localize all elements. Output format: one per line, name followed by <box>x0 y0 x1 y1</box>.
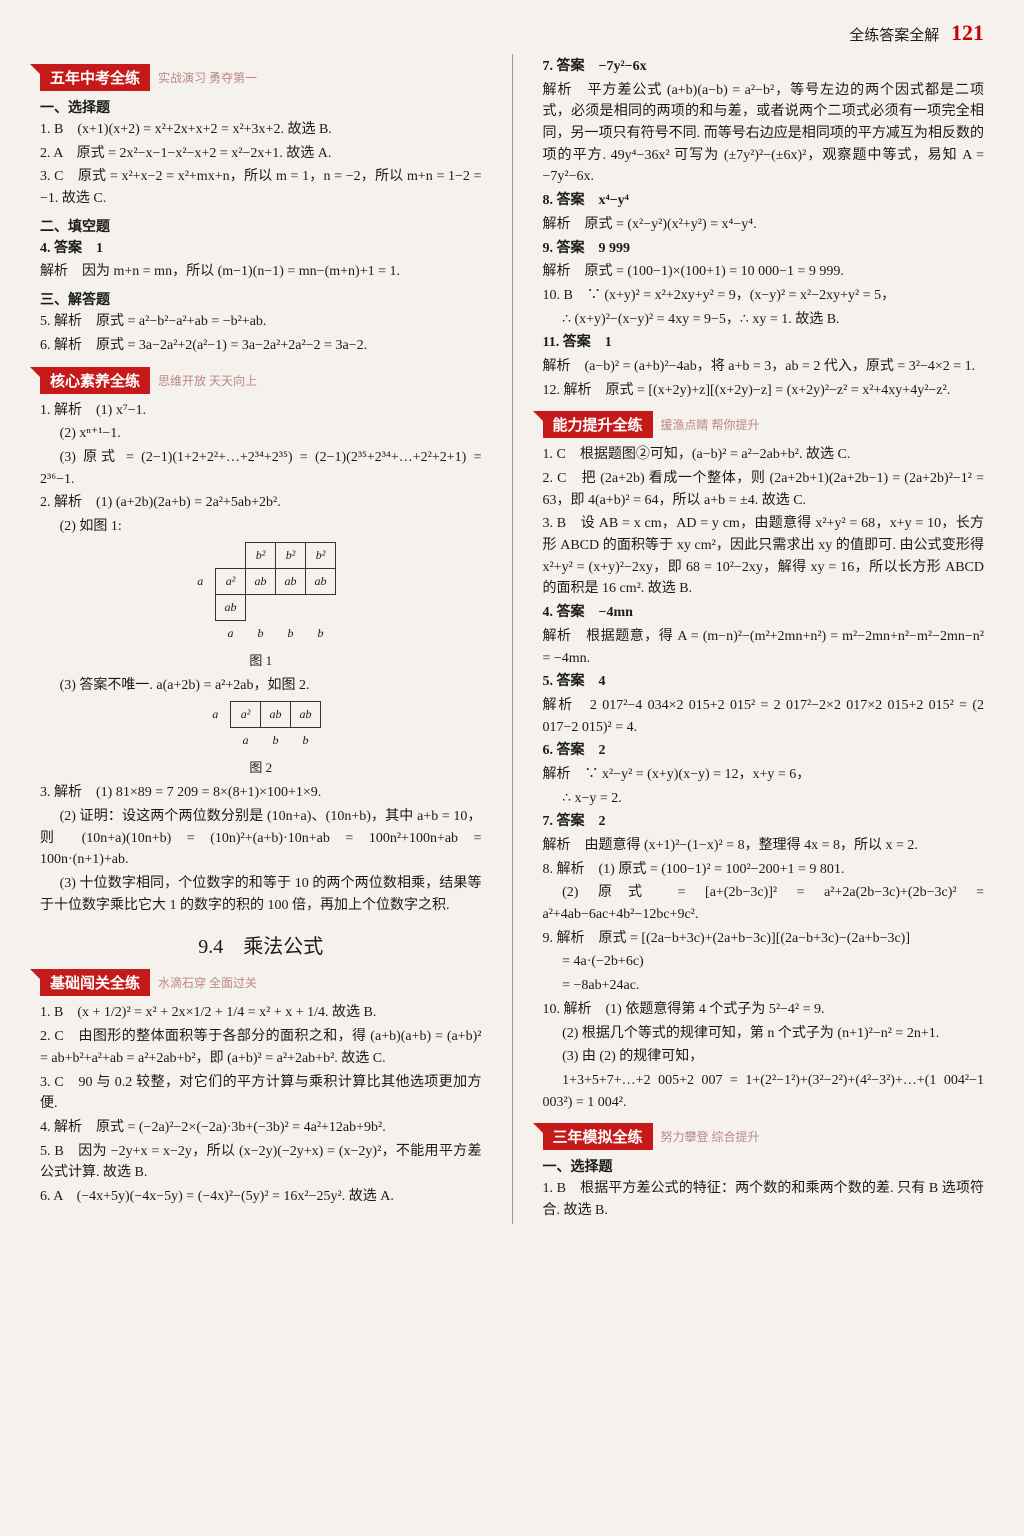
left-column: 五年中考全练 实战演习 勇夺第一 一、选择题 1. B (x+1)(x+2) =… <box>40 54 482 1224</box>
l-p7: 6. 解析 原式 = 3a−2a²+2(a²−1) = 3a−2a²+2a²−2… <box>40 335 482 357</box>
figure-2: aa²abab abb <box>201 701 322 754</box>
r-p13: 2. C 把 (2a+2b) 看成一个整体，则 (2a+2b+1)(2a+2b−… <box>543 468 985 511</box>
r-p1: 7. 答案 −7y²−6x <box>543 56 985 78</box>
r-p6: 解析 原式 = (100−1)×(100+1) = 10 000−1 = 9 9… <box>543 261 985 283</box>
r-p20: 解析 ∵ x²−y² = (x+y)(x−y) = 12，x+y = 6， <box>543 764 985 786</box>
fig2-caption: 图 2 <box>40 757 482 776</box>
r-p15: 4. 答案 −4mn <box>543 602 985 624</box>
section-5year: 五年中考全练 实战演习 勇夺第一 <box>40 64 482 91</box>
section-ability-title: 能力提升全练 <box>543 411 653 438</box>
r-p26: 9. 解析 原式 = [(2a−b+3c)+(2a+b−3c)][(2a−b+3… <box>543 928 985 950</box>
r-p5: 9. 答案 9 999 <box>543 238 985 260</box>
r-p32: 1+3+5+7+…+2 005+2 007 = 1+(2²−1²)+(3²−2²… <box>543 1070 985 1113</box>
r-p17: 5. 答案 4 <box>543 671 985 693</box>
section-3year-sub: 努力攀登 综合提升 <box>661 1128 760 1145</box>
r-p23: 解析 由题意得 (x+1)²−(1−x)² = 8，整理得 4x = 8，所以 … <box>543 835 985 857</box>
l-p6: 5. 解析 原式 = a²−b²−a²+ab = −b²+ab. <box>40 311 482 333</box>
r-p12: 1. C 根据题图②可知，(a−b)² = a²−2ab+b². 故选 C. <box>543 444 985 466</box>
r-p11: 12. 解析 原式 = [(x+2y)+z][(x+2y)−z] = (x+2y… <box>543 380 985 402</box>
right-column: 7. 答案 −7y²−6x 解析 平方差公式 (a+b)(a−b) = a²−b… <box>543 54 985 1224</box>
l-p19: 3. C 90 与 0.2 较整，对它们的平方计算与乘积计算比其他选项更加方便. <box>40 1072 482 1115</box>
l-p20: 4. 解析 原式 = (−2a)²−2×(−2a)·3b+(−3b)² = 4a… <box>40 1117 482 1139</box>
section-ability: 能力提升全练 援渔点睛 帮你提升 <box>543 411 985 438</box>
columns: 五年中考全练 实战演习 勇夺第一 一、选择题 1. B (x+1)(x+2) =… <box>40 54 984 1224</box>
l-p9: (2) xⁿ⁺¹−1. <box>40 423 482 445</box>
r-p18: 解析 2 017²−4 034×2 015+2 015² = 2 017²−2×… <box>543 695 985 738</box>
l-p1: 1. B (x+1)(x+2) = x²+2x+x+2 = x²+3x+2. 故… <box>40 119 482 141</box>
section-5year-sub: 实战演习 勇夺第一 <box>158 69 257 86</box>
l-p18: 2. C 由图形的整体面积等于各部分的面积之和，得 (a+b)(a+b) = (… <box>40 1026 482 1069</box>
l-p4: 4. 答案 1 <box>40 238 482 260</box>
r-p24: 8. 解析 (1) 原式 = (100−1)² = 100²−200+1 = 9… <box>543 859 985 881</box>
section-core-title: 核心素养全练 <box>40 367 150 394</box>
section-3year-title: 三年模拟全练 <box>543 1123 653 1150</box>
l-p3: 3. C 原式 = x²+x−2 = x²+mx+n，所以 m = 1，n = … <box>40 166 482 209</box>
header-title: 全练答案全解 <box>849 28 939 44</box>
r-p4: 解析 原式 = (x²−y²)(x²+y²) = x⁴−y⁴. <box>543 214 985 236</box>
l-p12: (2) 如图 1: <box>40 516 482 538</box>
l-p11: 2. 解析 (1) (a+2b)(2a+b) = 2a²+5ab+2b². <box>40 492 482 514</box>
r-p8: ∴ (x+y)²−(x−y)² = 4xy = 9−5，∴ xy = 1. 故选… <box>543 309 985 331</box>
r-p27: = 4a·(−2b+6c) <box>543 951 985 973</box>
r-p2: 解析 平方差公式 (a+b)(a−b) = a²−b²，等号左边的两个因式都是二… <box>543 80 985 188</box>
section-basic-sub: 水滴石穿 全面过关 <box>158 974 257 991</box>
r-p29: 10. 解析 (1) 依题意得第 4 个式子为 5²−4² = 9. <box>543 999 985 1021</box>
section-core: 核心素养全练 思维开放 天天向上 <box>40 367 482 394</box>
r-p33: 1. B 根据平方差公式的特征：两个数的和乘两个数的差. 只有 B 选项符合. … <box>543 1178 985 1221</box>
heading-answer: 三、解答题 <box>40 289 482 309</box>
l-p5: 解析 因为 m+n = mn，所以 (m−1)(n−1) = mn−(m+n)+… <box>40 261 482 283</box>
l-p15: (2) 证明：设这两个两位数分别是 (10n+a)、(10n+b)，其中 a+b… <box>40 806 482 871</box>
chapter-title: 9.4 乘法公式 <box>40 930 482 959</box>
heading-choice: 一、选择题 <box>40 97 482 117</box>
l-p2: 2. A 原式 = 2x²−x−1−x²−x+2 = x²−2x+1. 故选 A… <box>40 143 482 165</box>
heading-choice-2: 一、选择题 <box>543 1156 985 1176</box>
fig1-caption: 图 1 <box>40 650 482 669</box>
section-3year: 三年模拟全练 努力攀登 综合提升 <box>543 1123 985 1150</box>
r-p31: (3) 由 (2) 的规律可知， <box>543 1046 985 1068</box>
section-basic: 基础闯关全练 水滴石穿 全面过关 <box>40 969 482 996</box>
page-number: 121 <box>951 20 984 45</box>
section-5year-title: 五年中考全练 <box>40 64 150 91</box>
r-p30: (2) 根据几个等式的规律可知，第 n 个式子为 (n+1)²−n² = 2n+… <box>543 1023 985 1045</box>
r-p21: ∴ x−y = 2. <box>543 788 985 810</box>
r-p10: 解析 (a−b)² = (a+b)²−4ab，将 a+b = 3，ab = 2 … <box>543 356 985 378</box>
section-core-sub: 思维开放 天天向上 <box>158 372 257 389</box>
l-p16: (3) 十位数字相同，个位数字的和等于 10 的两个两位数相乘，结果等于十位数字… <box>40 873 482 916</box>
r-p25: (2) 原式 = [a+(2b−3c)]² = a²+2a(2b−3c)+(2b… <box>543 882 985 925</box>
figure-1: b²b²b² aa²ababab ab abbb <box>186 542 337 647</box>
l-p13: (3) 答案不唯一. a(a+2b) = a²+2ab，如图 2. <box>40 675 482 697</box>
l-p22: 6. A (−4x+5y)(−4x−5y) = (−4x)²−(5y)² = 1… <box>40 1186 482 1208</box>
page-root: 全练答案全解 121 五年中考全练 实战演习 勇夺第一 一、选择题 1. B (… <box>0 0 1024 1244</box>
r-p22: 7. 答案 2 <box>543 811 985 833</box>
r-p14: 3. B 设 AB = x cm，AD = y cm，由题意得 x²+y² = … <box>543 513 985 600</box>
section-basic-title: 基础闯关全练 <box>40 969 150 996</box>
r-p3: 8. 答案 x⁴−y⁴ <box>543 190 985 212</box>
l-p8: 1. 解析 (1) x⁷−1. <box>40 400 482 422</box>
r-p28: = −8ab+24ac. <box>543 975 985 997</box>
section-ability-sub: 援渔点睛 帮你提升 <box>661 416 760 433</box>
r-p16: 解析 根据题意，得 A = (m−n)²−(m²+2mn+n²) = m²−2m… <box>543 626 985 669</box>
l-p21: 5. B 因为 −2y+x = x−2y，所以 (x−2y)(−2y+x) = … <box>40 1141 482 1184</box>
r-p7: 10. B ∵ (x+y)² = x²+2xy+y² = 9，(x−y)² = … <box>543 285 985 307</box>
heading-fill: 二、填空题 <box>40 216 482 236</box>
l-p14: 3. 解析 (1) 81×89 = 7 209 = 8×(8+1)×100+1×… <box>40 782 482 804</box>
l-p10: (3) 原式 = (2−1)(1+2+2²+…+2³⁴+2³⁵) = (2−1)… <box>40 447 482 490</box>
page-header: 全练答案全解 121 <box>40 20 984 46</box>
r-p9: 11. 答案 1 <box>543 332 985 354</box>
r-p19: 6. 答案 2 <box>543 740 985 762</box>
column-divider <box>512 54 513 1224</box>
l-p17: 1. B (x + 1/2)² = x² + 2x×1/2 + 1/4 = x²… <box>40 1002 482 1024</box>
